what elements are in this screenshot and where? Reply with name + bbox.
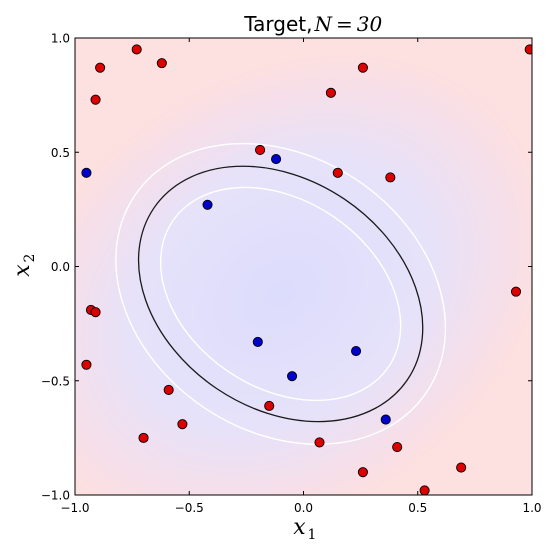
data-point — [156, 58, 167, 69]
chart-title-text: Target, — [243, 12, 312, 36]
data-point — [380, 414, 391, 425]
data-point — [271, 154, 282, 165]
x-axis-label-var: x — [293, 515, 306, 540]
data-point — [385, 172, 396, 183]
data-point — [264, 400, 275, 411]
y-tick-label: 1.0 — [51, 32, 70, 46]
data-point — [90, 307, 101, 318]
data-point — [90, 94, 101, 105]
x-tick-label: 0.5 — [408, 501, 427, 515]
ellipse-layer — [115, 142, 447, 445]
data-point — [163, 384, 174, 395]
margin-ellipse-2 — [115, 142, 447, 445]
data-point — [325, 87, 336, 98]
data-point — [202, 199, 213, 210]
plot-area — [74, 37, 533, 496]
data-point — [314, 437, 325, 448]
x-axis-label: x 1 — [293, 515, 316, 543]
x-axis-label-sub: 1 — [308, 527, 317, 543]
x-tick-label: 1.0 — [522, 501, 541, 515]
x-axis-ticks: −1.0 −0.5 0.0 0.5 1.0 — [60, 38, 542, 515]
points-layer — [81, 44, 532, 495]
data-point — [419, 485, 430, 495]
y-tick-label: 0.0 — [51, 260, 70, 274]
chart-title-math: N = 30 — [314, 12, 383, 36]
y-axis-label-var: x — [10, 264, 35, 277]
y-tick-label: −1.0 — [41, 489, 70, 503]
data-point — [357, 467, 368, 478]
y-axis-ticks: −1.0 −0.5 0.0 0.5 1.0 — [41, 32, 532, 503]
data-point — [81, 167, 92, 178]
data-point — [287, 371, 298, 382]
decision-boundary-ellipse — [137, 165, 424, 423]
decision-gradient — [75, 38, 532, 495]
y-axis-label: x 2 — [10, 254, 38, 277]
data-point — [252, 336, 263, 347]
data-point — [351, 345, 362, 357]
data-point — [81, 359, 92, 370]
chart-title: Target, N = 30 — [243, 12, 382, 36]
data-point — [456, 462, 467, 473]
data-point — [177, 419, 188, 430]
x-tick-label: −1.0 — [60, 501, 89, 515]
margin-ellipse-1 — [159, 186, 402, 402]
data-point — [392, 441, 403, 453]
x-tick-label: 0.0 — [294, 501, 313, 515]
data-point — [138, 432, 149, 443]
data-point — [255, 144, 266, 156]
x-tick-label: −0.5 — [175, 501, 204, 515]
data-point — [131, 44, 142, 55]
data-point — [357, 62, 368, 73]
data-point — [95, 62, 106, 73]
y-tick-label: 0.5 — [51, 146, 70, 160]
y-tick-label: −0.5 — [41, 374, 70, 388]
data-point — [332, 167, 343, 178]
data-point — [510, 286, 522, 297]
y-axis-label-sub: 2 — [22, 254, 38, 263]
data-point — [524, 44, 532, 55]
